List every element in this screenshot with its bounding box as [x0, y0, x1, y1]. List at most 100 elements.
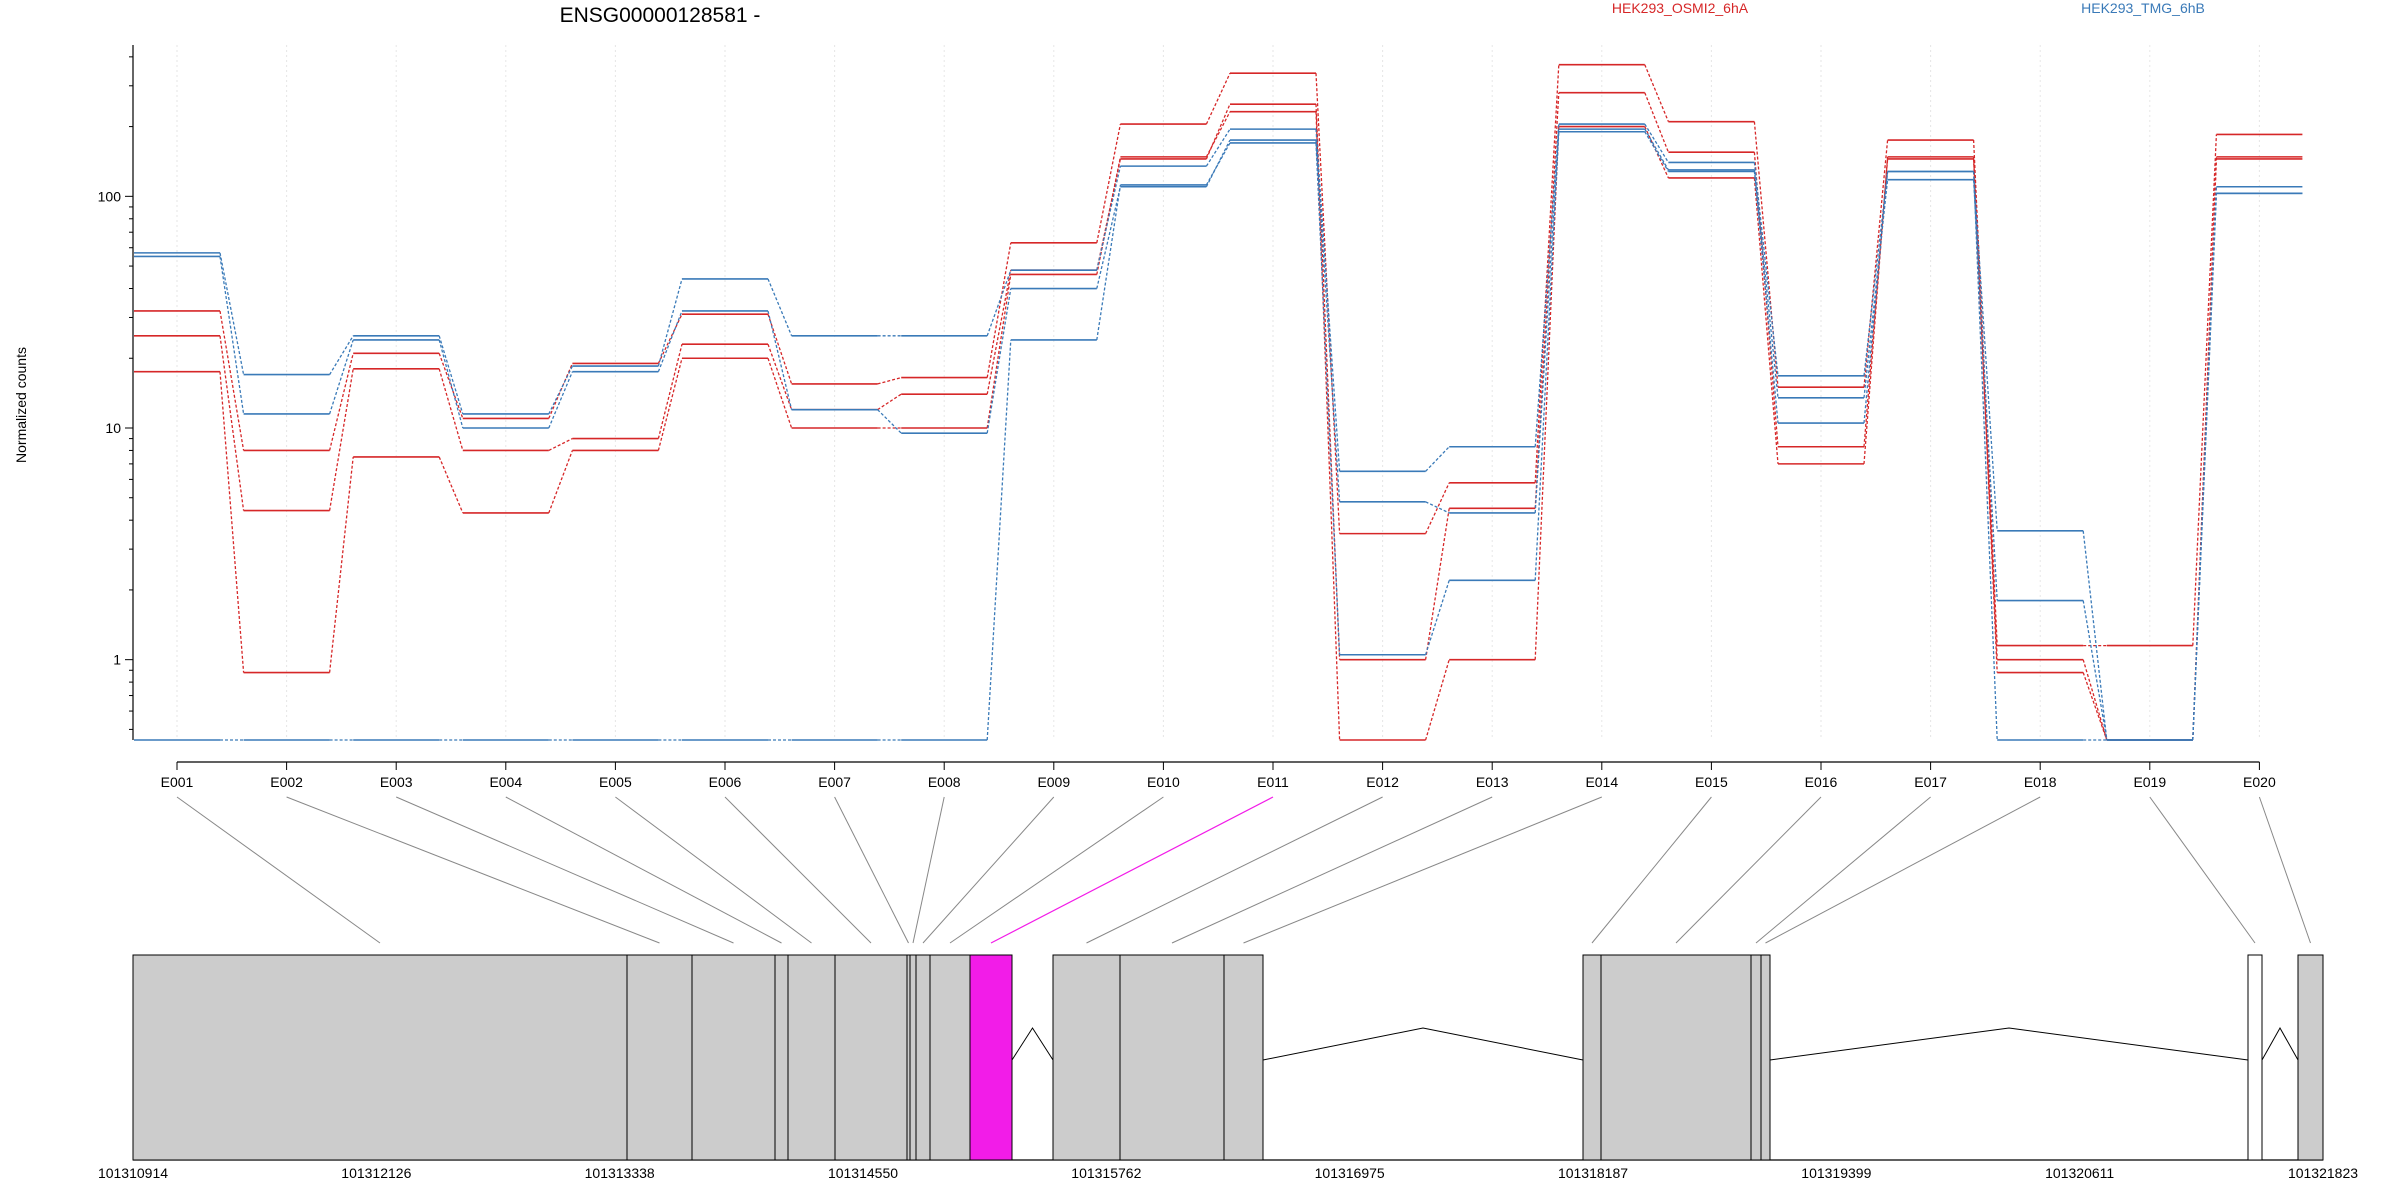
exon-transition — [329, 335, 354, 375]
exon-box — [132, 954, 628, 1161]
intron-line — [2261, 1026, 2299, 1061]
exon-box — [834, 954, 908, 1161]
exon-transition — [1424, 508, 1450, 660]
exon-transition — [657, 358, 683, 451]
exon-transition — [1315, 73, 1341, 534]
x-tick-label: E001 — [161, 774, 194, 790]
genomic-coordinate-label: 101312126 — [341, 1165, 411, 1181]
x-tick-label: E009 — [1037, 774, 1070, 790]
exon-box — [1582, 954, 1602, 1161]
x-tick-label: E015 — [1695, 774, 1728, 790]
exon-connector — [1675, 796, 1822, 944]
exon-transition — [438, 339, 464, 429]
exon-connector — [396, 796, 734, 944]
genomic-coordinate-label: 101319399 — [1801, 1165, 1871, 1181]
exon-connector — [505, 796, 782, 944]
exon-transition — [2192, 134, 2218, 646]
exon-connector — [922, 796, 1055, 944]
exon-transition — [986, 288, 1012, 434]
exon-box — [969, 954, 1013, 1161]
x-tick-label: E005 — [599, 774, 632, 790]
exon-transition — [767, 310, 793, 410]
exon-transition — [548, 438, 573, 452]
exon-transition — [767, 343, 793, 410]
exon-transition — [1753, 162, 1779, 376]
x-tick-label: E002 — [270, 774, 303, 790]
exon-box — [691, 954, 776, 1161]
exon-transition — [1644, 128, 1669, 171]
intron-line — [1769, 1027, 2249, 1061]
series-2 — [134, 91, 2303, 741]
exon-transition — [877, 409, 902, 434]
exon-transition — [438, 368, 464, 451]
exon-transition — [438, 456, 464, 514]
exon-transition — [1972, 171, 1998, 531]
exon-transition — [657, 310, 683, 372]
exon-box — [1119, 954, 1225, 1161]
exon-transition — [219, 256, 245, 415]
exon-connector — [1086, 796, 1383, 944]
exon-connector — [834, 796, 909, 944]
x-tick-label: E003 — [380, 774, 413, 790]
exon-transition — [657, 278, 683, 367]
exon-box — [774, 954, 789, 1161]
exon-transition — [219, 371, 245, 673]
exon-transition — [1972, 179, 1998, 601]
y-axis: 1 10 100 — [98, 45, 134, 740]
exon-connector — [2258, 796, 2311, 944]
exon-transition — [986, 242, 1012, 378]
exon-transition — [1205, 142, 1231, 186]
exon-transition — [1644, 126, 1669, 179]
y-tick-label: 100 — [98, 188, 122, 204]
exon-transition — [328, 339, 354, 415]
exon-transition — [1753, 171, 1779, 424]
exon-transition — [1096, 184, 1122, 341]
exon-transition — [328, 456, 354, 673]
exon-connector — [1765, 796, 2041, 944]
exon-transition — [1753, 152, 1779, 447]
x-tick-label: E012 — [1366, 774, 1399, 790]
exon-transition — [548, 371, 573, 429]
exon-connector — [286, 796, 660, 944]
exon-transition — [1972, 156, 1998, 673]
y-tick-label: 1 — [113, 652, 121, 668]
intron-line — [1011, 1027, 1054, 1061]
exon-transition — [986, 274, 1012, 429]
exon-transition — [1753, 177, 1779, 464]
exon-connector — [1243, 796, 1602, 944]
genomic-coordinate-label: 101318187 — [1558, 1165, 1628, 1181]
exon-transition — [1424, 580, 1450, 655]
x-tick-label: E018 — [2024, 774, 2057, 790]
series-lines — [134, 63, 2303, 741]
exon-box — [1223, 954, 1264, 1161]
x-tick-label: E006 — [709, 774, 742, 790]
legend-entry-osmi2: HEK293_OSMI2_6hA — [1612, 0, 1749, 16]
exon-connector — [949, 796, 1164, 944]
exon-box — [909, 954, 917, 1161]
exon-transition — [1096, 123, 1122, 243]
exon-connectors — [176, 796, 2311, 944]
exon-connector — [912, 796, 945, 944]
exon-transition — [1534, 129, 1560, 513]
exon-transition — [1425, 446, 1450, 472]
exon-transition — [219, 335, 245, 511]
exon-transition — [2082, 600, 2108, 741]
exon-box — [2297, 954, 2324, 1161]
x-tick-label: E007 — [818, 774, 851, 790]
exon-transition — [1972, 171, 1998, 741]
exon-transition — [1644, 92, 1670, 153]
exon-transition — [877, 376, 902, 385]
y-axis-label: Normalized counts — [13, 347, 29, 463]
exon-transition — [1096, 186, 1122, 289]
x-tick-label: E017 — [1914, 774, 1947, 790]
exon-connector — [615, 796, 812, 944]
x-tick-label: E008 — [928, 774, 961, 790]
exon-transition — [1534, 126, 1560, 660]
exon-transition — [328, 368, 354, 511]
exon-box — [1600, 954, 1752, 1161]
series-6 — [134, 130, 2303, 741]
exon-transition — [219, 252, 245, 375]
exon-box — [626, 954, 693, 1161]
series-4 — [134, 123, 2303, 741]
